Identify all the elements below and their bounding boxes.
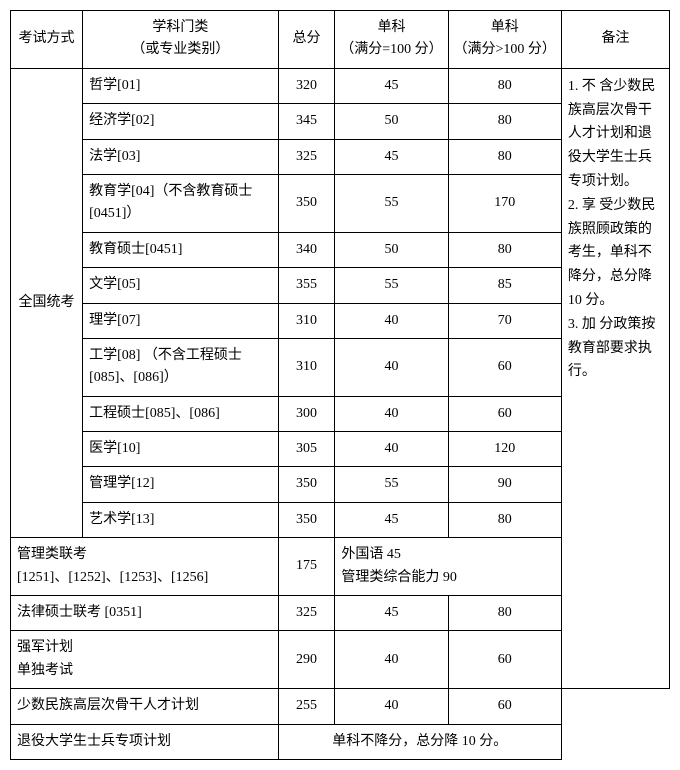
hdr-subject: 学科门类（或专业类别） [83,11,279,69]
s1-cell: 40 [335,303,448,338]
mgmt-total: 175 [278,538,335,596]
hdr-single1: 单科（满分=100 分） [335,11,448,69]
total-cell: 320 [278,68,335,103]
total-cell: 325 [278,139,335,174]
total-cell: 345 [278,104,335,139]
total-cell: 305 [278,432,335,467]
national-exam-cell: 全国统考 [11,68,83,537]
subject-cell: 理学[07] [83,303,279,338]
header-row: 考试方式 学科门类（或专业类别） 总分 单科（满分=100 分） 单科（满分>1… [11,11,670,69]
subject-cell: 管理学[12] [83,467,279,502]
strong-s2: 60 [448,631,561,689]
subject-cell: 教育学[04]（不含教育硕士[0451]） [83,174,279,232]
s1-cell: 40 [335,432,448,467]
total-cell: 340 [278,232,335,267]
total-cell: 310 [278,303,335,338]
minority-s1: 40 [335,689,448,724]
total-cell: 350 [278,502,335,537]
s1-cell: 40 [335,338,448,396]
minority-total: 255 [278,689,335,724]
score-table: 考试方式 学科门类（或专业类别） 总分 单科（满分=100 分） 单科（满分>1… [10,10,670,760]
subject-cell: 教育硕士[0451] [83,232,279,267]
hdr-total: 总分 [278,11,335,69]
total-cell: 300 [278,396,335,431]
subject-cell: 哲学[01] [83,68,279,103]
s2-cell: 120 [448,432,561,467]
s1-cell: 45 [335,502,448,537]
s1-cell: 55 [335,268,448,303]
s1-cell: 55 [335,174,448,232]
total-cell: 355 [278,268,335,303]
law-s1: 45 [335,596,448,631]
strong-total: 290 [278,631,335,689]
strong-s1: 40 [335,631,448,689]
s1-cell: 40 [335,396,448,431]
subject-cell: 工学[08] （不含工程硕士[085]、[086]） [83,338,279,396]
law-total: 325 [278,596,335,631]
hdr-exam: 考试方式 [11,11,83,69]
subject-cell: 经济学[02] [83,104,279,139]
s2-cell: 90 [448,467,561,502]
s2-cell: 80 [448,104,561,139]
veteran-combined: 单科不降分，总分降 10 分。 [278,724,561,759]
s2-cell: 80 [448,139,561,174]
subject-cell: 医学[10] [83,432,279,467]
minority-s2: 60 [448,689,561,724]
hdr-notes: 备注 [561,11,669,69]
table-row: 全国统考 哲学[01] 320 45 80 1. 不 含少数民族高层次骨干人才计… [11,68,670,103]
s2-cell: 80 [448,68,561,103]
minority-label: 少数民族高层次骨干人才计划 [11,689,279,724]
veteran-label: 退役大学生士兵专项计划 [11,724,279,759]
notes-cell: 1. 不 含少数民族高层次骨干人才计划和退役大学生士兵专项计划。2. 享 受少数… [561,68,669,688]
subject-cell: 艺术学[13] [83,502,279,537]
s1-cell: 45 [335,139,448,174]
law-label: 法律硕士联考 [0351] [11,596,279,631]
s2-cell: 85 [448,268,561,303]
s2-cell: 60 [448,338,561,396]
subject-cell: 工程硕士[085]、[086] [83,396,279,431]
s2-cell: 80 [448,502,561,537]
total-cell: 310 [278,338,335,396]
s1-cell: 45 [335,68,448,103]
s1-cell: 55 [335,467,448,502]
law-s2: 80 [448,596,561,631]
s1-cell: 50 [335,104,448,139]
s1-cell: 50 [335,232,448,267]
s2-cell: 170 [448,174,561,232]
hdr-single2: 单科（满分>100 分） [448,11,561,69]
veteran-row: 退役大学生士兵专项计划 单科不降分，总分降 10 分。 [11,724,670,759]
minority-row: 少数民族高层次骨干人才计划 255 40 60 [11,689,670,724]
mgmt-combined: 外国语 45管理类综合能力 90 [335,538,562,596]
subject-cell: 法学[03] [83,139,279,174]
subject-cell: 文学[05] [83,268,279,303]
total-cell: 350 [278,174,335,232]
s2-cell: 80 [448,232,561,267]
s2-cell: 70 [448,303,561,338]
mgmt-label: 管理类联考[1251]、[1252]、[1253]、[1256] [11,538,279,596]
strong-label: 强军计划单独考试 [11,631,279,689]
s2-cell: 60 [448,396,561,431]
total-cell: 350 [278,467,335,502]
